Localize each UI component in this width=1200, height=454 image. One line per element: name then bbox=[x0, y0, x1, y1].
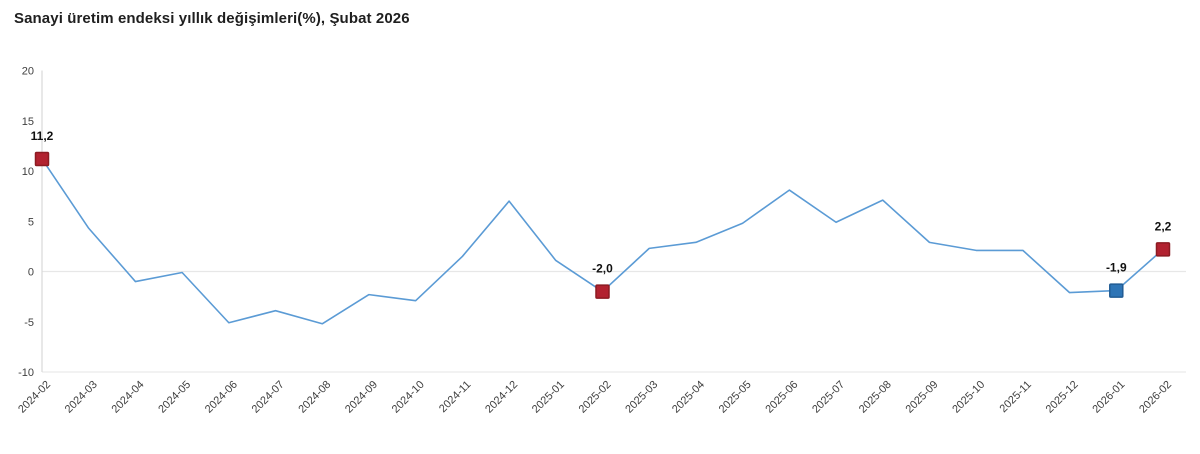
data-point-marker-2026-02 bbox=[1155, 242, 1171, 257]
y-tick-label: 0 bbox=[28, 267, 34, 279]
chart-title: Sanayi üretim endeksi yıllık değişimleri… bbox=[14, 10, 410, 27]
x-tick-label: 2024-02 bbox=[16, 379, 53, 416]
data-point-marker-2025-02 bbox=[595, 284, 610, 299]
y-tick-label: 15 bbox=[22, 116, 34, 128]
x-tick-label: 2024-06 bbox=[203, 379, 240, 416]
x-tick-label: 2024-10 bbox=[390, 379, 427, 416]
x-tick-label: 2025-05 bbox=[717, 379, 754, 416]
y-tick-label: -10 bbox=[18, 367, 34, 379]
data-point-label-2025-02: -2,0 bbox=[592, 262, 613, 276]
x-tick-label: 2025-02 bbox=[577, 379, 614, 416]
x-tick-label: 2025-11 bbox=[998, 379, 1034, 415]
x-tick-label: 2026-01 bbox=[1090, 379, 1127, 416]
x-tick-label: 2025-04 bbox=[670, 379, 707, 416]
x-tick-label: 2024-09 bbox=[343, 379, 380, 416]
x-tick-label: 2024-11 bbox=[437, 379, 473, 415]
x-tick-label: 2025-10 bbox=[950, 379, 987, 416]
x-tick-label: 2024-03 bbox=[63, 379, 100, 416]
x-tick-label: 2025-06 bbox=[763, 379, 800, 416]
x-tick-label: 2024-04 bbox=[110, 379, 147, 416]
x-tick-label: 2025-07 bbox=[810, 379, 847, 416]
y-tick-label: 20 bbox=[22, 66, 34, 78]
data-point-label-2026-01: -1,9 bbox=[1106, 261, 1127, 275]
y-tick-label: -5 bbox=[24, 317, 34, 329]
x-tick-label: 2024-05 bbox=[156, 379, 193, 416]
x-tick-label: 2025-09 bbox=[904, 379, 941, 416]
x-tick-label: 2024-12 bbox=[483, 379, 520, 416]
x-tick-label: 2024-08 bbox=[296, 379, 333, 416]
data-line bbox=[41, 158, 1164, 325]
data-point-label-2026-02: 2,2 bbox=[1155, 219, 1172, 233]
x-tick-label: 2026-02 bbox=[1137, 379, 1174, 416]
y-tick-label: 5 bbox=[28, 216, 34, 228]
data-point-marker-2024-02 bbox=[34, 151, 50, 167]
x-tick-label: 2025-03 bbox=[623, 379, 660, 416]
y-tick-label: 10 bbox=[22, 166, 34, 178]
x-tick-label: 2024-07 bbox=[250, 379, 287, 416]
x-tick-label: 2025-08 bbox=[857, 379, 894, 416]
data-point-marker-2026-01 bbox=[1109, 283, 1124, 298]
x-tick-label: 2025-01 bbox=[530, 379, 567, 416]
data-point-label-2024-02: 11,2 bbox=[31, 129, 54, 143]
x-tick-label: 2025-12 bbox=[1044, 379, 1081, 416]
